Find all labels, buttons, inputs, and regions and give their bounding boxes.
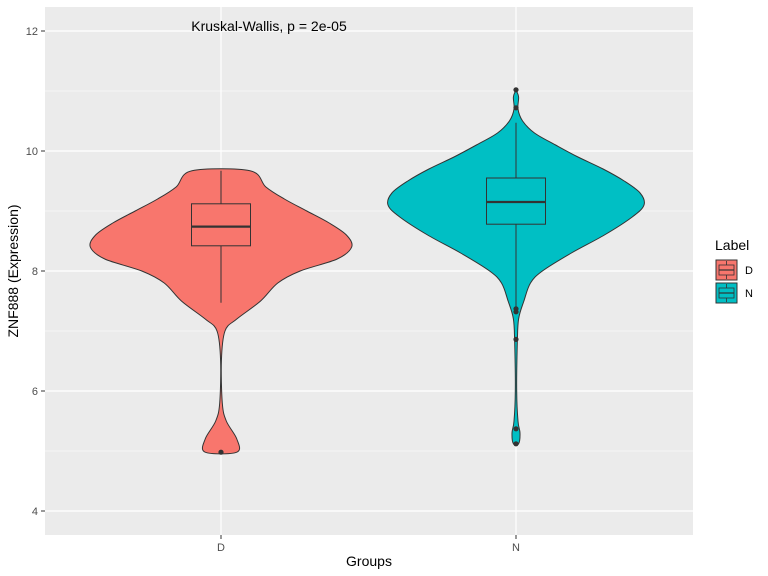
legend-entries: DN <box>715 259 753 304</box>
y-tick-label: 10 <box>26 146 38 158</box>
annotation-text: Kruskal-Wallis, p = 2e-05 <box>191 18 347 34</box>
y-tick-label: 4 <box>32 506 38 518</box>
legend-label-N: N <box>745 288 753 300</box>
outlier-point-N <box>513 309 519 315</box>
x-tick-label: N <box>512 542 520 554</box>
y-axis: 4 6 8 10 12 <box>26 26 45 518</box>
legend-label-D: D <box>745 265 753 277</box>
outlier-point-N <box>513 87 519 93</box>
y-tick-label: 12 <box>26 26 38 38</box>
legend-key-D: D <box>715 259 753 281</box>
outlier-point-D <box>218 449 224 455</box>
legend-key-N: N <box>715 282 753 304</box>
legend-title: Label <box>715 237 749 253</box>
y-tick-label: 8 <box>32 266 38 278</box>
legend: Label DN <box>715 237 753 304</box>
violin-group-D <box>89 168 353 455</box>
y-axis-title: ZNF888 (Expression) <box>5 204 21 337</box>
y-tick-label: 6 <box>32 386 38 398</box>
x-tick-label: D <box>217 542 225 554</box>
outlier-point-N <box>513 426 519 432</box>
violin-group-N <box>387 87 645 447</box>
x-axis-title: Groups <box>346 553 392 569</box>
violin-shape-D <box>89 168 353 455</box>
outlier-point-N <box>513 441 519 447</box>
outlier-point-N <box>513 336 519 342</box>
outlier-point-N <box>513 105 519 111</box>
violins <box>89 87 645 455</box>
box-D <box>191 203 251 247</box>
